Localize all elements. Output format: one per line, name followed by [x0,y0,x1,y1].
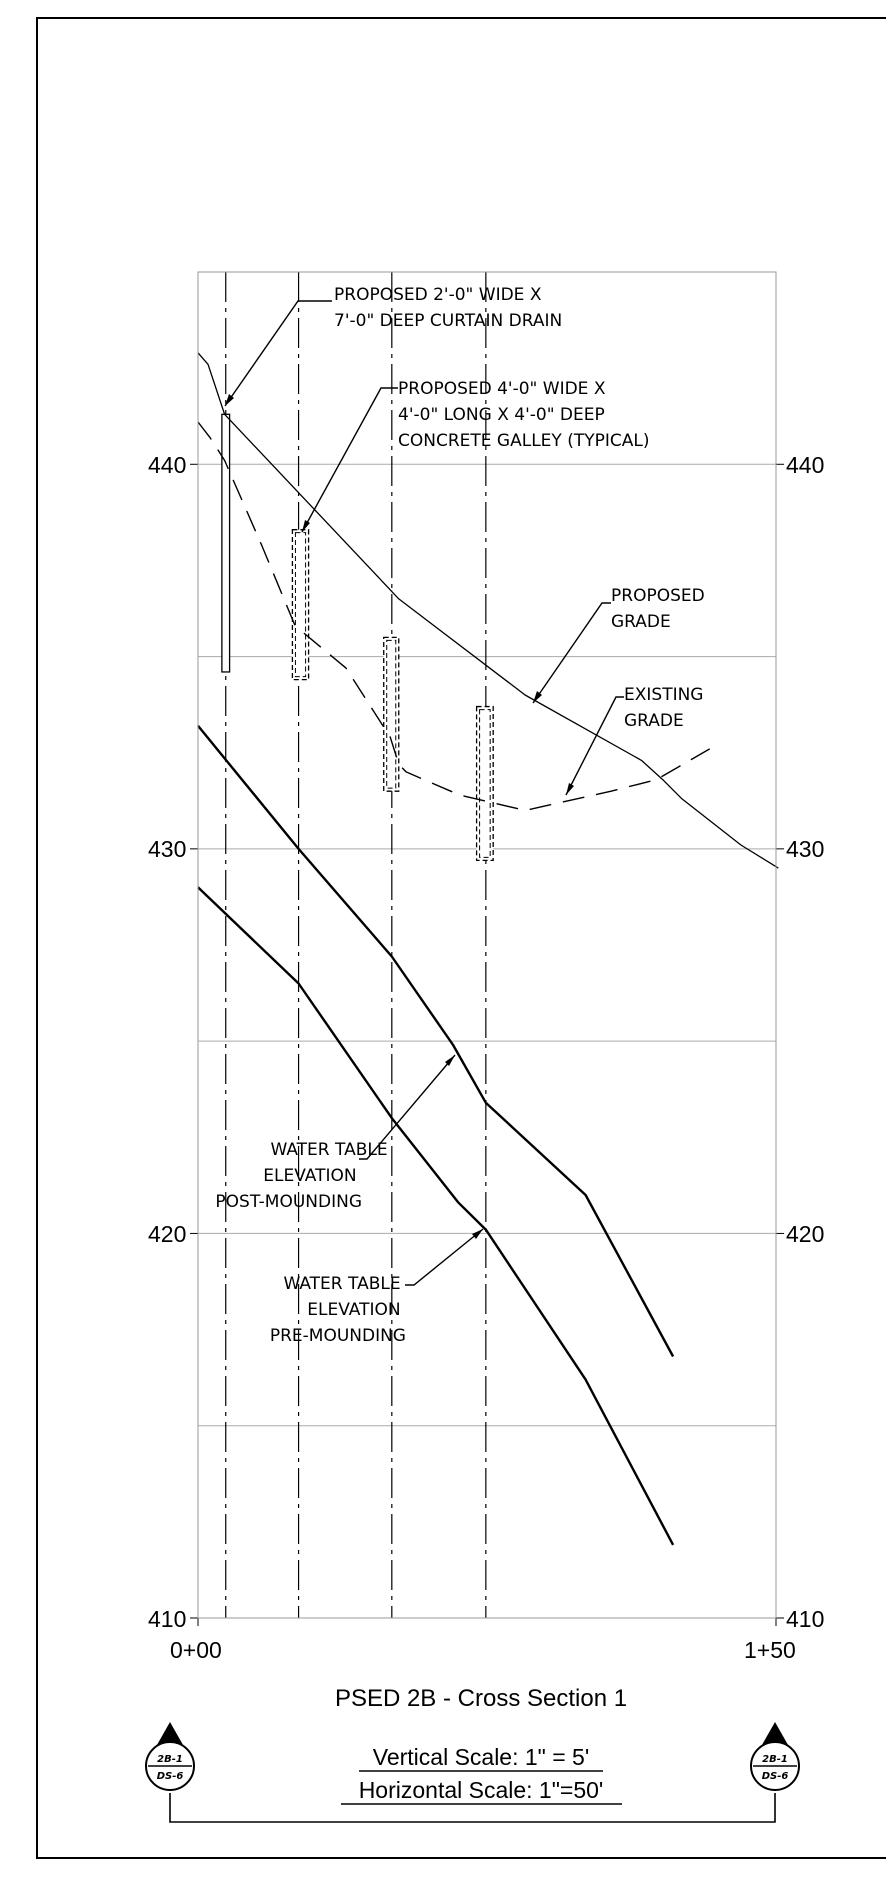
y-tick-420-left: 420 [148,1221,186,1247]
wt-pre-label: WATER TABLE ELEVATION PRE-MOUNDING [270,1274,406,1346]
wt-post-label: WATER TABLE ELEVATION POST-MOUNDING [215,1140,393,1212]
existing-grade-label: EXISTING GRADE [624,685,709,731]
section-ref-top-left: 2B-1 [157,1754,183,1765]
centerlines [225,272,487,1618]
concrete-galley-2 [383,636,400,792]
plot-frame [197,271,777,1619]
existing-grade-line [197,421,711,812]
section-symbol-left: 2B-1 DS-6 [145,1722,195,1791]
arrow-proposed-grade [533,691,542,703]
leader-lines [224,300,624,1286]
y-tick-440-right: 440 [786,452,824,478]
y-tick-430-left: 430 [148,836,186,862]
water-table-post-mounding-line [197,725,675,1358]
section-symbol-right: 2B-1 DS-6 [750,1722,800,1791]
arrow-galley [302,520,310,532]
leader-wt-post [359,1054,456,1160]
water-table-pre-mounding-line [197,886,675,1546]
grade-curves [197,352,779,1546]
curtain-drain [221,413,231,673]
section-ref-bottom-left: DS-6 [157,1771,184,1782]
y-tick-410-right: 410 [786,1606,824,1632]
leader-galley [301,387,398,533]
section-ref-bottom-right: DS-6 [762,1771,789,1782]
vertical-scale: Vertical Scale: 1" = 5' [373,1744,589,1770]
proposed-grade-label: PROPOSED GRADE [611,586,710,632]
section-ref-top-right: 2B-1 [762,1754,788,1765]
section-title: PSED 2B - Cross Section 1 [335,1685,627,1712]
y-tick-440-left: 440 [148,452,186,478]
sheet-border [36,17,886,1859]
leader-proposed-grade [532,602,611,704]
galley-label: PROPOSED 4'-0" WIDE X 4'-0" LONG X 4'-0"… [398,379,649,451]
leader-existing-grade [565,696,624,796]
arrow-curtain-drain [225,394,234,406]
y-axis-right: 440 430 420 410 [786,452,824,1632]
leader-curtain-drain [224,300,332,407]
arrow-existing-grade [566,783,574,795]
drain-boxes [221,413,494,862]
x-axis: 0+00 1+50 [170,1637,796,1663]
leader-wt-pre [405,1228,484,1286]
y-tick-410-left: 410 [148,1606,186,1632]
section-bracket [169,1793,776,1823]
x-tick-start: 0+00 [170,1637,222,1663]
galley-inner-3 [479,709,491,858]
y-tick-420-right: 420 [786,1221,824,1247]
x-tick-end: 1+50 [744,1637,796,1663]
concrete-galley-1 [291,529,310,681]
arrow-wt-pre [472,1229,483,1239]
horizontal-scale: Horizontal Scale: 1"=50' [359,1777,604,1803]
cross-section-plot [190,271,784,1626]
leader-arrowheads [225,394,574,1239]
galley-inner-1 [294,532,307,678]
arrow-wt-post [445,1055,455,1066]
y-axis-left: 440 430 420 410 [148,452,186,1632]
proposed-grade-line [197,352,779,869]
grid [190,463,784,1626]
curtain-drain-label: PROPOSED 2'-0" WIDE X 7'-0" DEEP CURTAIN… [334,285,562,331]
y-tick-430-right: 430 [786,836,824,862]
concrete-galley-3 [475,705,494,862]
galley-inner-2 [386,639,397,789]
